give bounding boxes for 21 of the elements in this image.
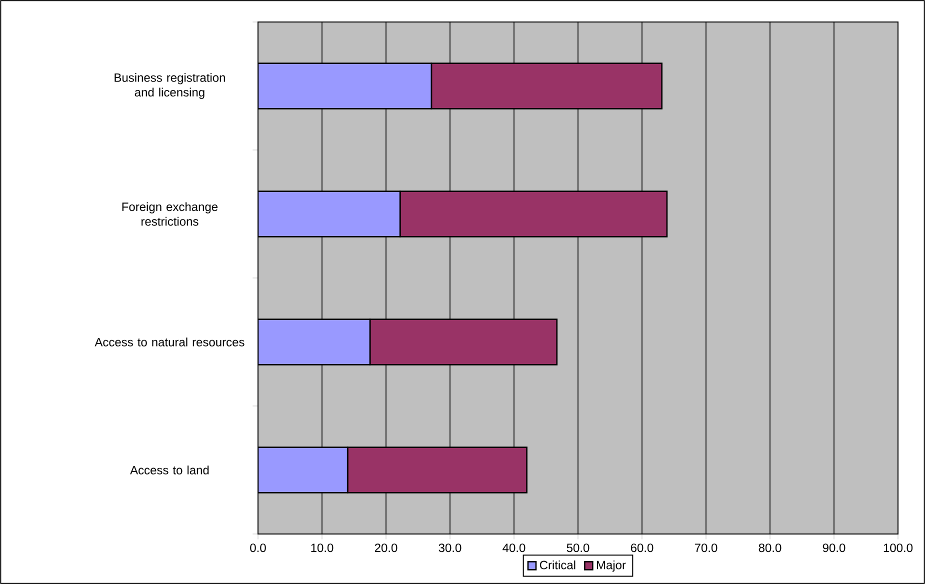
y-tick-label: Foreign exchange restrictions [122, 202, 218, 226]
bar [258, 190, 401, 238]
x-tick-label: 20.0 [374, 544, 398, 552]
x-tick-label: 10.0 [311, 544, 334, 552]
x-tick-label: 0.0 [250, 544, 266, 552]
y-tick-label: Business registration and licensing [114, 73, 225, 99]
x-tick-label: 80.0 [758, 544, 782, 552]
x-tick-label: 40.0 [502, 544, 526, 552]
x-tick-label: 30.0 [438, 544, 462, 552]
y-tick-label: Access to natural resources [94, 338, 244, 346]
bar [258, 62, 432, 110]
bar [258, 446, 348, 494]
x-tick-label: 50.0 [566, 544, 590, 552]
legend-label: Critical [540, 560, 576, 570]
x-tick-label: 60.0 [630, 544, 654, 552]
legend-label: Major [596, 560, 626, 572]
x-tick-label: 90.0 [822, 544, 846, 552]
x-tick-label: 100.0 [884, 544, 913, 552]
x-tick-label: 70.0 [694, 544, 718, 552]
y-tick-label: Access to land [130, 466, 209, 474]
bar [258, 318, 371, 366]
